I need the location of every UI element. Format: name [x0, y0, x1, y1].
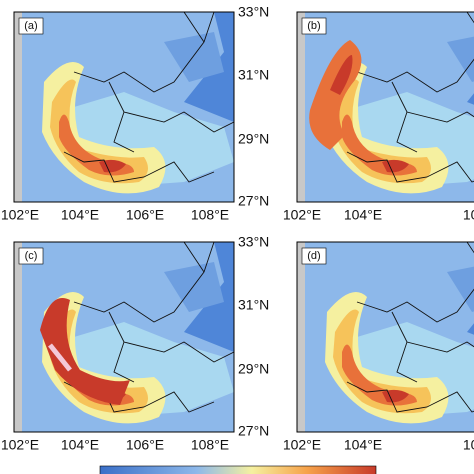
y-tick-label: 29°N — [238, 361, 269, 377]
x-tick-label: 106°E — [126, 207, 164, 223]
x-tick-label: 102°E — [283, 437, 321, 453]
x-tick-label: 104°E — [61, 207, 99, 223]
panel-frame — [296, 241, 474, 433]
panel-frame — [296, 11, 474, 203]
x-tick-label: 108°E — [191, 207, 229, 223]
x-tick-label: 106°E — [463, 207, 474, 223]
y-tick-label: 27°N — [238, 423, 269, 439]
x-tick-label: 106°E — [126, 437, 164, 453]
map-panel — [14, 12, 234, 202]
panel-label-box — [301, 247, 327, 265]
x-tick-label: 102°E — [1, 207, 39, 223]
hotspot-core — [48, 343, 72, 372]
x-tick-label: 106°E — [463, 437, 474, 453]
panel-label-box — [18, 247, 44, 265]
y-tick-label: 33°N — [238, 234, 269, 250]
x-tick-label: 108°E — [191, 437, 229, 453]
panel-label: (b) — [307, 20, 320, 32]
panel-label-box — [18, 17, 44, 35]
x-tick-label: 102°E — [1, 437, 39, 453]
y-tick-label: 31°N — [238, 297, 269, 313]
hotspot — [330, 55, 353, 95]
panel-label: (c) — [25, 250, 38, 262]
x-tick-label: 102°E — [283, 207, 321, 223]
map-panel — [297, 242, 474, 432]
x-tick-label: 104°E — [344, 437, 382, 453]
y-tick-label: 27°N — [238, 193, 269, 209]
y-tick-label: 31°N — [238, 67, 269, 83]
x-tick-label: 104°E — [61, 437, 99, 453]
y-tick-label: 33°N — [238, 4, 269, 20]
panel-label: (a) — [24, 20, 37, 32]
colorbar — [99, 465, 377, 474]
hotspot — [40, 298, 130, 405]
y-tick-label: 29°N — [238, 131, 269, 147]
x-tick-label: 104°E — [344, 207, 382, 223]
panel-label-box — [301, 17, 327, 35]
panel-label: (d) — [307, 250, 320, 262]
panel-frame — [13, 11, 235, 203]
panel-frame — [13, 241, 235, 433]
